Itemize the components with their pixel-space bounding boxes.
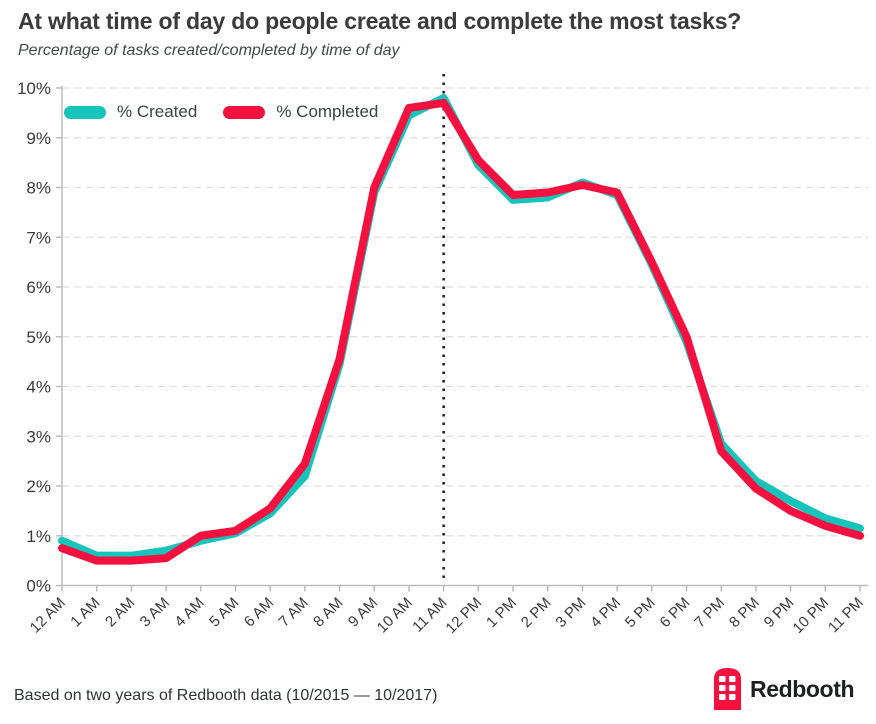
x-tick-label: 1 AM bbox=[67, 594, 103, 630]
x-tick-label: 7 PM bbox=[691, 594, 728, 631]
x-tick-label: 11 AM bbox=[409, 594, 450, 635]
y-tick-label: 3% bbox=[26, 427, 51, 446]
x-tick-label: 5 AM bbox=[206, 594, 242, 630]
legend-item-created: % Created bbox=[64, 102, 197, 122]
completed-line bbox=[58, 98, 864, 565]
x-tick-label: 5 PM bbox=[622, 594, 659, 631]
chart-legend: % Created % Completed bbox=[64, 102, 378, 122]
legend-label-completed: % Completed bbox=[276, 102, 379, 121]
x-tick-label: 12 PM bbox=[442, 594, 485, 637]
created-swatch-icon bbox=[64, 105, 106, 119]
x-tick-label: 1 PM bbox=[483, 594, 520, 631]
y-tick-label: 1% bbox=[26, 527, 51, 546]
page-subtitle: Percentage of tasks created/completed by… bbox=[18, 42, 400, 59]
y-tick-label: 8% bbox=[26, 179, 51, 198]
x-tick-label: 4 PM bbox=[587, 594, 624, 631]
y-tick-label: 9% bbox=[26, 129, 51, 148]
legend-label-created: % Created bbox=[117, 102, 198, 121]
x-tick-label: 10 AM bbox=[374, 594, 416, 636]
redbooth-booth-icon bbox=[714, 668, 741, 710]
line-chart: 0% 1% 2% 3% 4% 5% 6% 7% 8% 9% 10% 12 AM1 AM2 AM3 AM… bbox=[17, 74, 868, 637]
x-tick-label: 7 AM bbox=[276, 594, 312, 630]
brand-name: Redbooth bbox=[750, 675, 855, 702]
y-tick-label: 4% bbox=[26, 378, 51, 397]
x-tick-label: 2 PM bbox=[518, 594, 555, 631]
page-title: At what time of day do people create and… bbox=[18, 8, 742, 34]
x-tick-label: 8 AM bbox=[310, 594, 346, 630]
x-tick-label: 6 AM bbox=[241, 594, 277, 630]
source-note: Based on two years of Redbooth data (10/… bbox=[14, 687, 438, 704]
x-tick-label: 10 PM bbox=[789, 594, 832, 637]
y-tick-label: 6% bbox=[26, 278, 51, 297]
completed-swatch-icon bbox=[223, 105, 266, 119]
y-tick-label: 2% bbox=[26, 477, 51, 496]
y-tick-label: 0% bbox=[26, 577, 51, 596]
created-line bbox=[58, 93, 864, 560]
x-tick-label: 2 AM bbox=[102, 594, 138, 630]
x-tick-label: 3 PM bbox=[552, 594, 589, 631]
redbooth-logo: Redbooth bbox=[714, 668, 855, 710]
y-tick-label: 7% bbox=[26, 228, 51, 247]
y-tick-label: 10% bbox=[17, 79, 51, 98]
legend-item-completed: % Completed bbox=[223, 102, 378, 122]
x-tick-label: 12 AM bbox=[27, 594, 69, 636]
x-tick-label: 11 PM bbox=[825, 594, 867, 636]
x-tick-label: 4 AM bbox=[171, 594, 207, 630]
x-tick-label: 8 PM bbox=[726, 594, 763, 631]
y-tick-label: 5% bbox=[26, 328, 51, 347]
x-tick-label: 3 AM bbox=[137, 594, 173, 630]
x-tick-label: 6 PM bbox=[657, 594, 694, 631]
